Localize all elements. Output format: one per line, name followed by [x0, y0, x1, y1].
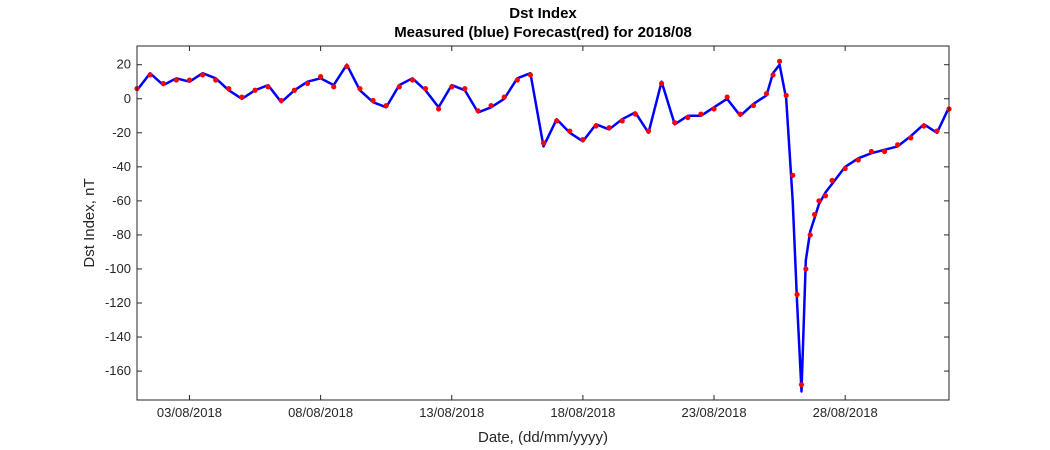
series-forecast-point	[409, 77, 416, 83]
series-forecast-point	[488, 102, 494, 109]
series-forecast-point	[318, 74, 324, 80]
series-forecast-point	[554, 118, 560, 124]
plot-frame	[136, 45, 950, 401]
y-tick-label: -40	[112, 159, 131, 174]
series-forecast-point	[737, 111, 743, 117]
series-forecast-point	[173, 77, 179, 83]
series-forecast-point	[645, 128, 652, 134]
series-forecast-point	[783, 92, 789, 98]
series-forecast-point	[475, 108, 481, 114]
series-forecast-point	[868, 148, 875, 155]
series-forecast-point	[304, 80, 311, 87]
series-forecast-point	[436, 106, 442, 112]
series-forecast-point	[186, 77, 193, 83]
series-measured-line	[136, 63, 951, 393]
series-forecast-point	[807, 232, 813, 238]
x-tick-label: 28/08/2018	[813, 405, 878, 420]
series-forecast-point	[632, 111, 638, 117]
series-forecast-point	[711, 106, 717, 112]
series-forecast-point	[794, 291, 800, 298]
series-forecast-point	[803, 266, 809, 272]
plot-area	[134, 58, 952, 393]
series-forecast-point	[567, 128, 573, 134]
series-forecast-point	[252, 87, 258, 93]
series-forecast-point	[895, 142, 901, 148]
series-forecast-point	[226, 85, 232, 92]
y-tick-label: -60	[112, 193, 131, 208]
x-tick-label: 08/08/2018	[288, 405, 353, 420]
y-tick-label: 0	[124, 91, 131, 106]
series-forecast-point	[370, 97, 376, 104]
series-forecast-point	[357, 85, 363, 92]
series-forecast-point	[593, 123, 599, 129]
y-axis-ticks: 20 0 -20 -40 -60 -80 -100 -120 -140 -160	[105, 57, 949, 378]
series-forecast-point	[160, 80, 166, 87]
x-tick-label: 18/08/2018	[550, 405, 615, 420]
y-tick-label: -100	[105, 261, 131, 276]
series-forecast-point	[777, 58, 783, 64]
series-forecast-point	[658, 80, 665, 87]
series-forecast-point	[606, 125, 612, 131]
y-tick-label: -120	[105, 295, 131, 310]
chart-title: Dst Index	[509, 5, 577, 22]
series-forecast-point	[383, 102, 389, 109]
y-tick-label: -80	[112, 227, 131, 242]
series-forecast-point	[396, 84, 402, 90]
series-forecast-point	[842, 165, 848, 172]
series-forecast-point	[790, 172, 796, 178]
x-axis-label: Date, (dd/mm/yyyy)	[478, 429, 608, 446]
series-forecast-point	[514, 77, 520, 83]
series-forecast-point	[239, 94, 245, 100]
x-tick-label: 03/08/2018	[157, 405, 222, 420]
series-forecast-point	[855, 157, 861, 163]
series-forecast-point	[685, 114, 691, 121]
series-forecast-point	[724, 94, 730, 100]
series-forecast-point	[527, 72, 534, 78]
chart-subtitle: Measured (blue) Forecast(red) for 2018/0…	[394, 24, 692, 41]
series-forecast-point	[265, 84, 271, 90]
series-forecast-point	[763, 91, 770, 97]
series-forecast-point	[816, 198, 822, 204]
series-forecast-point	[672, 119, 678, 126]
series-forecast-point	[829, 177, 835, 184]
series-forecast-point	[147, 72, 153, 78]
series-forecast-point	[934, 128, 940, 134]
series-forecast-point	[331, 84, 337, 90]
series-forecast-point	[921, 123, 927, 129]
series-forecast-point	[449, 84, 455, 90]
series-forecast-point	[619, 118, 625, 124]
series-forecast-point	[213, 77, 219, 83]
series-forecast-point	[580, 137, 586, 143]
series-forecast-point	[199, 72, 206, 78]
x-axis-ticks: 03/08/2018 08/08/2018 13/08/2018 18/08/2018…	[157, 46, 878, 420]
series-forecast-point	[344, 63, 350, 70]
y-tick-label: -160	[105, 363, 131, 378]
series-forecast-point	[822, 193, 829, 199]
series-forecast-point	[422, 85, 429, 92]
y-tick-label: -20	[112, 125, 131, 140]
series-forecast-point	[750, 102, 756, 109]
series-forecast-point	[698, 111, 704, 117]
series-forecast-point	[908, 135, 914, 141]
y-tick-label: -140	[105, 329, 131, 344]
x-tick-label: 13/08/2018	[419, 405, 484, 420]
series-forecast-point	[278, 97, 284, 104]
series-forecast-point	[501, 94, 507, 100]
y-tick-label: 20	[117, 57, 131, 72]
x-tick-label: 23/08/2018	[681, 405, 746, 420]
series-forecast-point	[770, 72, 776, 78]
series-forecast-point	[462, 85, 468, 92]
y-axis-label: Dst Index, nT	[81, 178, 98, 267]
series-forecast-point	[811, 211, 818, 218]
series-forecast-point	[540, 140, 547, 146]
series-forecast-point	[881, 148, 888, 155]
series-forecast-point	[798, 382, 805, 388]
series-forecast-point	[291, 87, 297, 93]
